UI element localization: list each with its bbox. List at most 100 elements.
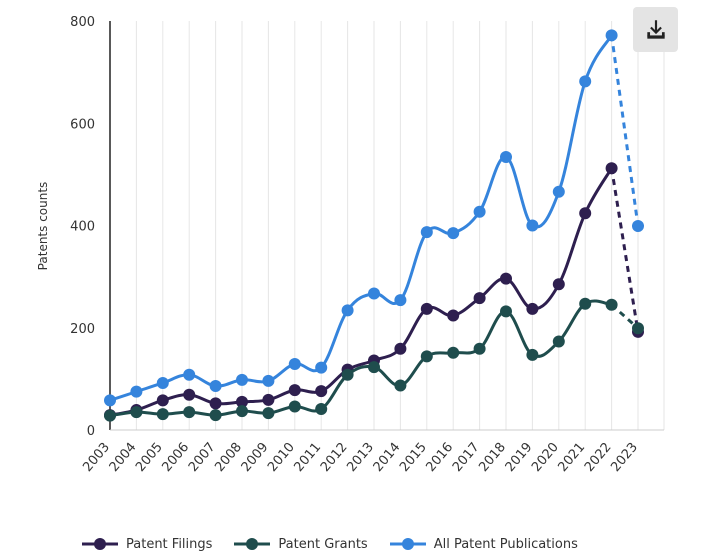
x-tick-label: 2003 bbox=[80, 440, 113, 475]
data-point-patent-grants bbox=[130, 406, 143, 419]
legend-label-patent-grants: Patent Grants bbox=[278, 536, 368, 552]
y-axis-label: Patents counts bbox=[36, 182, 50, 271]
data-point-all-patent-publications bbox=[262, 374, 275, 387]
legend-item-patent-grants[interactable]: Patent Grants bbox=[234, 534, 368, 554]
data-point-patent-grants bbox=[341, 368, 354, 381]
x-tick-label: 2005 bbox=[133, 440, 166, 475]
data-point-all-patent-publications bbox=[579, 75, 592, 88]
data-point-patent-grants bbox=[526, 348, 539, 361]
data-point-all-patent-publications bbox=[130, 385, 143, 398]
y-tick-label: 600 bbox=[70, 117, 95, 132]
grid bbox=[135, 21, 665, 430]
data-point-all-patent-publications bbox=[605, 29, 618, 42]
x-tick-label: 2007 bbox=[186, 440, 219, 475]
legend-label-patent-filings: Patent Filings bbox=[126, 536, 213, 552]
data-point-patent-filings bbox=[394, 342, 407, 355]
data-point-patent-filings bbox=[183, 388, 196, 401]
data-point-all-patent-publications bbox=[315, 361, 328, 374]
legend-label-all-patent-publications: All Patent Publications bbox=[433, 536, 578, 552]
x-tick-label: 2019 bbox=[503, 440, 536, 475]
series-dashed-segment-patent-filings bbox=[610, 168, 640, 333]
x-tick-label: 2004 bbox=[107, 440, 140, 475]
data-point-patent-filings bbox=[420, 302, 433, 315]
x-tick-label: 2013 bbox=[344, 440, 377, 475]
data-point-patent-filings bbox=[605, 162, 618, 175]
data-point-patent-filings bbox=[473, 292, 486, 305]
x-tick-label: 2022 bbox=[582, 440, 615, 475]
data-point-all-patent-publications bbox=[288, 358, 301, 371]
data-point-patent-filings bbox=[579, 207, 592, 220]
data-point-patent-grants bbox=[605, 298, 618, 311]
series-dashed-segment-all-patent-publications bbox=[610, 35, 640, 227]
data-point-all-patent-publications bbox=[394, 294, 407, 307]
data-point-patent-grants bbox=[473, 342, 486, 355]
data-point-patent-grants bbox=[104, 409, 116, 422]
data-point-all-patent-publications bbox=[341, 304, 354, 317]
data-point-patent-grants bbox=[368, 361, 380, 374]
data-point-all-patent-publications bbox=[632, 220, 644, 233]
data-point-all-patent-publications bbox=[183, 368, 196, 381]
data-point-all-patent-publications bbox=[236, 373, 248, 386]
data-point-patent-grants bbox=[262, 407, 275, 420]
data-point-patent-grants bbox=[156, 408, 169, 421]
data-point-patent-filings bbox=[288, 384, 301, 397]
x-tick-label: 2020 bbox=[529, 440, 562, 475]
y-tick-label: 400 bbox=[70, 220, 95, 235]
legend-swatch-all-patent-publications bbox=[389, 538, 426, 550]
data-point-patent-filings bbox=[500, 272, 512, 285]
x-tick-label: 2014 bbox=[371, 440, 404, 475]
data-point-patent-grants bbox=[552, 335, 565, 348]
data-point-all-patent-publications bbox=[552, 185, 565, 198]
data-point-patent-grants bbox=[183, 406, 196, 419]
data-point-all-patent-publications bbox=[209, 380, 222, 393]
data-point-all-patent-publications bbox=[526, 219, 539, 232]
y-tick-label: 800 bbox=[70, 15, 95, 30]
data-point-patent-filings bbox=[209, 397, 222, 410]
data-point-all-patent-publications bbox=[156, 376, 169, 389]
data-point-patent-filings bbox=[236, 395, 248, 408]
legend: Patent Filings Patent Grants All Patent … bbox=[82, 534, 600, 554]
x-tick-label: 2021 bbox=[556, 440, 589, 475]
data-point-patent-filings bbox=[315, 385, 328, 398]
data-point-all-patent-publications bbox=[500, 150, 512, 163]
x-tick-label: 2011 bbox=[292, 440, 325, 475]
y-tick-label: 0 bbox=[87, 424, 95, 439]
x-tick-label: 2009 bbox=[239, 440, 272, 475]
data-point-all-patent-publications bbox=[473, 205, 486, 218]
x-tick-label: 2015 bbox=[397, 440, 430, 475]
data-point-patent-filings bbox=[156, 394, 169, 407]
series-line-all-patent-publications bbox=[109, 34, 613, 402]
data-point-patent-grants bbox=[420, 350, 433, 363]
series-layer bbox=[104, 29, 644, 422]
data-point-all-patent-publications bbox=[447, 227, 460, 240]
x-tick-label: 2006 bbox=[160, 440, 193, 475]
data-point-patent-grants bbox=[236, 405, 248, 418]
data-point-patent-grants bbox=[209, 409, 222, 422]
legend-item-patent-filings[interactable]: Patent Filings bbox=[82, 534, 212, 554]
x-tick-label: 2016 bbox=[424, 440, 457, 475]
download-button[interactable] bbox=[633, 7, 678, 52]
x-tick-label: 2017 bbox=[450, 440, 483, 475]
data-point-patent-filings bbox=[552, 278, 565, 291]
legend-swatch-patent-filings bbox=[82, 538, 118, 550]
legend-swatch-patent-grants bbox=[234, 538, 271, 550]
x-tick-label: 2018 bbox=[476, 440, 509, 475]
data-point-patent-grants bbox=[579, 297, 592, 310]
data-point-patent-filings bbox=[447, 309, 460, 322]
data-point-patent-grants bbox=[394, 379, 407, 392]
data-point-patent-grants bbox=[315, 403, 328, 416]
data-point-all-patent-publications bbox=[104, 394, 116, 407]
x-tick-label: 2012 bbox=[318, 440, 351, 475]
data-point-patent-grants bbox=[500, 305, 512, 318]
download-icon bbox=[646, 19, 665, 39]
x-tick-label: 2023 bbox=[608, 440, 641, 475]
y-axis-ticks: 0 200 400 600 800 bbox=[70, 15, 95, 439]
data-point-all-patent-publications bbox=[420, 226, 433, 239]
legend-item-all-patent-publications[interactable]: All Patent Publications bbox=[389, 534, 578, 554]
data-point-all-patent-publications bbox=[368, 287, 380, 300]
data-point-patent-grants bbox=[288, 400, 301, 413]
x-tick-label: 2008 bbox=[212, 440, 245, 475]
data-point-patent-filings bbox=[526, 302, 539, 315]
x-tick-label: 2010 bbox=[265, 440, 298, 475]
